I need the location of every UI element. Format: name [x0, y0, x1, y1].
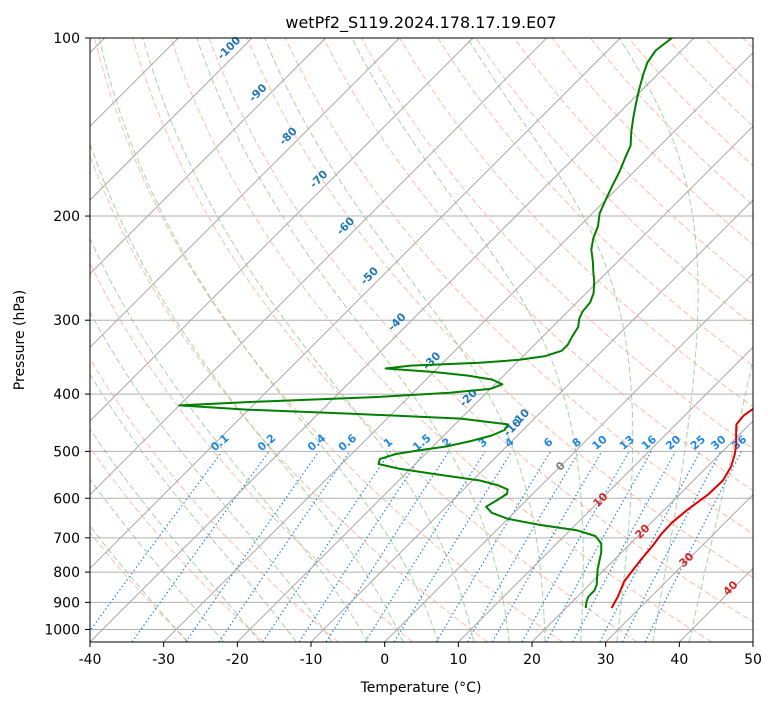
- x-tick-label: 20: [523, 652, 541, 668]
- dry-adiabat-line: [90, 531, 190, 642]
- x-tick-label: 10: [449, 652, 467, 668]
- isotherm-line: [163, 51, 753, 642]
- x-tick-label: -40: [79, 652, 102, 668]
- mixing-ratio-line: [90, 451, 223, 632]
- x-tick-label: -20: [226, 652, 249, 668]
- moist-adiabat-line: [466, 38, 634, 642]
- isotherm-line: [90, 38, 327, 275]
- dry-adiabat-line: [132, 38, 638, 642]
- x-tick-label: -30: [152, 652, 175, 668]
- isotherm-line: [384, 272, 753, 642]
- dry-adiabat-line: [90, 154, 488, 642]
- mixing-ratio-line: [262, 451, 391, 642]
- isotherm-line: [90, 38, 474, 422]
- y-tick-label: 200: [53, 209, 80, 225]
- x-tick-label: 50: [744, 652, 762, 668]
- isotherm-line: [236, 125, 753, 642]
- mixing-ratio-line: [521, 451, 630, 642]
- mixing-ratio-line: [185, 451, 320, 642]
- x-tick-label: 0: [380, 652, 389, 668]
- isotherm-line: [90, 38, 695, 642]
- mixing-ratio-line: [545, 451, 652, 642]
- y-axis-title: Pressure (hPa): [12, 290, 28, 390]
- dry-adiabat-line: [246, 38, 753, 578]
- moist-adiabat-line: [142, 38, 475, 642]
- x-axis-title: Temperature (°C): [360, 680, 482, 696]
- mixing-ratio-line: [325, 451, 450, 642]
- moist-adiabat-line: [618, 38, 699, 642]
- moist-adiabat-line: [90, 237, 369, 642]
- moist-adiabat-line: [196, 38, 510, 642]
- x-tick-label: 40: [670, 652, 688, 668]
- y-tick-label: 500: [53, 444, 80, 460]
- dry-adiabat-line: [90, 357, 339, 642]
- mixing-ratio-line: [298, 451, 425, 642]
- isotherm-line: [90, 38, 621, 570]
- isotherms: [90, 38, 753, 642]
- dry-adiabat-line: [399, 38, 753, 408]
- x-axis-ticks: -40 -30 -20 -10 0 10 20 30 40 50: [79, 642, 762, 668]
- y-tick-label: 600: [53, 491, 80, 507]
- y-tick-label: 400: [53, 387, 80, 403]
- y-tick-label: 100: [53, 31, 80, 47]
- moist-adiabat-line: [351, 38, 584, 642]
- moist-adiabats: [90, 38, 753, 642]
- dry-adiabat-line: [90, 446, 264, 642]
- isotherm-line: [457, 346, 753, 642]
- isotherm-line: [531, 420, 753, 642]
- y-tick-label: 1000: [44, 622, 80, 638]
- sounding-profiles: [178, 38, 753, 609]
- moist-adiabat-line: [90, 142, 404, 642]
- isotherm-line: [90, 38, 548, 496]
- moist-adiabat-line: [90, 373, 297, 642]
- mixing-ratio-line: [218, 451, 351, 642]
- dry-adiabat-line: [437, 38, 753, 367]
- y-tick-label: 700: [53, 531, 80, 547]
- dry-adiabat-line: [361, 38, 753, 449]
- moist-adiabat-line: [688, 356, 753, 642]
- temperature-profile-line: [610, 407, 753, 609]
- dry-adiabat-line: [208, 38, 753, 623]
- dry-adiabat-line: [513, 38, 753, 286]
- isotherm-line: [605, 493, 753, 642]
- chart-title: wetPf2_S119.2024.178.17.19.E07: [285, 13, 556, 33]
- isotherm-line: [310, 199, 753, 642]
- mixing-ratio-line: [393, 451, 513, 642]
- dry-adiabat-line: [94, 38, 563, 642]
- moist-adiabat-line: [98, 38, 439, 642]
- mixing-ratio-line: [644, 451, 743, 642]
- isotherm-line: [90, 38, 400, 349]
- isotherm-line: [90, 38, 253, 201]
- mixing-ratio-line: [572, 451, 677, 642]
- y-tick-label: 800: [53, 565, 80, 581]
- y-tick-label: 300: [53, 313, 80, 329]
- dry-adiabat-line: [170, 38, 712, 642]
- y-tick-label: 900: [53, 595, 80, 611]
- y-axis-ticks: 100 200 300 400 500 600 700 800 900 1000: [44, 31, 90, 638]
- moist-adiabat-line: [264, 38, 546, 642]
- mixing-ratio-line: [621, 451, 722, 642]
- x-tick-label: 30: [597, 652, 615, 668]
- dry-adiabat-line: [284, 38, 753, 535]
- dewpoint-profile-line: [178, 38, 673, 609]
- moist-adiabat-line: [90, 311, 333, 642]
- x-tick-label: -10: [300, 652, 323, 668]
- plot-frame: [89, 37, 754, 643]
